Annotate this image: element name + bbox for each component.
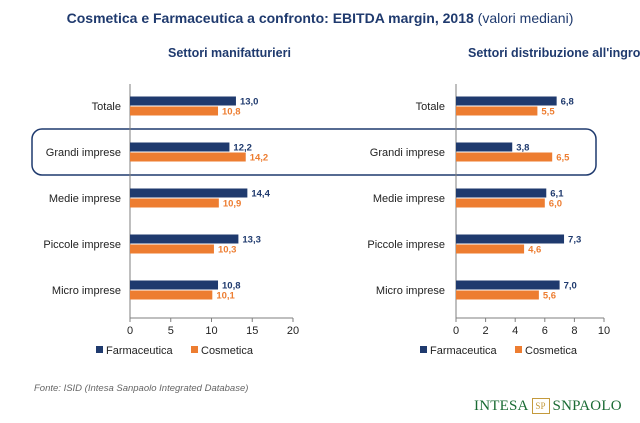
x-tick-label-1-1: 2: [483, 325, 489, 337]
category-label-0-1: Grandi imprese: [46, 147, 121, 159]
intesa-sanpaolo-logo: INTESA SP SNPAOLO: [474, 398, 622, 415]
bar-farmaceutica-1-3: [456, 234, 565, 244]
data-label-farmaceutica-0-4: 10,8: [222, 281, 241, 292]
bar-cosmetica-1-4: [456, 290, 539, 300]
data-label-cosmetica-1-0: 5,5: [541, 107, 555, 118]
category-label-0-3: Piccole imprese: [43, 239, 121, 251]
data-label-cosmetica-1-1: 6,5: [556, 153, 570, 164]
data-label-farmaceutica-1-0: 6,8: [561, 97, 574, 108]
data-label-cosmetica-0-4: 10,1: [216, 291, 235, 302]
data-label-cosmetica-0-3: 10,3: [218, 245, 237, 256]
legend-swatch-farmaceutica-1: [420, 346, 427, 353]
title-subtitle: (valori mediani): [477, 10, 574, 26]
legend-swatch-farmaceutica-0: [96, 346, 103, 353]
x-tick-label-1-3: 6: [542, 325, 548, 337]
data-label-farmaceutica-0-0: 13,0: [240, 97, 259, 108]
x-tick-label-0-0: 0: [127, 325, 133, 337]
logo-text-right: SNPAOLO: [552, 398, 622, 414]
x-tick-label-1-4: 8: [571, 325, 577, 337]
data-label-farmaceutica-1-2: 6,1: [550, 189, 564, 200]
data-label-cosmetica-1-3: 4,6: [528, 245, 541, 256]
bar-cosmetica-0-2: [130, 198, 219, 208]
legend-label-farmaceutica-0: Farmaceutica: [106, 345, 174, 357]
legend-label-cosmetica-1: Cosmetica: [525, 345, 578, 357]
data-label-cosmetica-0-0: 10,8: [222, 107, 241, 118]
bar-cosmetica-0-4: [130, 290, 213, 300]
source-note: Fonte: ISID (Intesa Sanpaolo Integrated …: [34, 383, 249, 394]
bar-farmaceutica-1-4: [456, 280, 560, 290]
data-label-cosmetica-1-4: 5,6: [543, 291, 556, 302]
panel-title-0: Settori manifatturieri: [168, 46, 291, 60]
x-tick-label-0-1: 5: [168, 325, 174, 337]
x-tick-label-0-4: 20: [287, 325, 299, 337]
data-label-farmaceutica-0-3: 13,3: [242, 235, 261, 246]
bar-cosmetica-0-0: [130, 106, 219, 116]
bar-farmaceutica-0-0: [130, 96, 236, 106]
legend-swatch-cosmetica-1: [515, 346, 522, 353]
panel-title-1: Settori distribuzione all'ingrosso: [468, 46, 640, 60]
x-tick-label-1-5: 10: [598, 325, 610, 337]
bar-cosmetica-0-3: [130, 244, 214, 254]
data-label-farmaceutica-1-1: 3,8: [516, 143, 529, 154]
highlight-box-grandi-imprese: [31, 128, 597, 176]
category-label-1-0: Totale: [416, 101, 445, 113]
category-label-1-3: Piccole imprese: [367, 239, 445, 251]
title-main: Cosmetica e Farmaceutica a confronto: EB…: [66, 10, 474, 26]
bar-cosmetica-1-1: [456, 152, 553, 162]
bar-cosmetica-0-1: [130, 152, 246, 162]
category-label-1-4: Micro imprese: [376, 285, 445, 297]
bar-cosmetica-1-0: [456, 106, 538, 116]
bar-farmaceutica-0-2: [130, 188, 248, 198]
bar-farmaceutica-1-1: [456, 142, 513, 152]
legend-swatch-cosmetica-0: [191, 346, 198, 353]
data-label-cosmetica-0-2: 10,9: [223, 199, 242, 210]
data-label-cosmetica-0-1: 14,2: [250, 153, 268, 164]
logo-mark-icon: SP: [531, 398, 550, 414]
category-label-0-0: Totale: [92, 101, 121, 113]
logo-text-left: INTESA: [474, 398, 529, 414]
x-tick-label-1-0: 0: [453, 325, 459, 337]
category-label-0-2: Medie imprese: [49, 193, 121, 205]
category-label-1-2: Medie imprese: [373, 193, 445, 205]
x-tick-label-0-3: 15: [246, 325, 258, 337]
bar-farmaceutica-0-4: [130, 280, 219, 290]
bar-cosmetica-1-2: [456, 198, 545, 208]
bar-cosmetica-1-3: [456, 244, 525, 254]
bar-farmaceutica-0-1: [130, 142, 230, 152]
chart-title: Cosmetica e Farmaceutica a confronto: EB…: [0, 10, 640, 26]
data-label-farmaceutica-1-4: 7,0: [564, 281, 577, 292]
legend-label-cosmetica-0: Cosmetica: [201, 345, 254, 357]
bar-farmaceutica-1-2: [456, 188, 547, 198]
bar-farmaceutica-0-3: [130, 234, 239, 244]
data-label-farmaceutica-1-3: 7,3: [568, 235, 581, 246]
category-label-0-4: Micro imprese: [52, 285, 121, 297]
x-tick-label-1-2: 4: [512, 325, 518, 337]
data-label-cosmetica-1-2: 6,0: [549, 199, 562, 210]
bar-farmaceutica-1-0: [456, 96, 557, 106]
category-label-1-1: Grandi imprese: [370, 147, 445, 159]
data-label-farmaceutica-0-1: 12,2: [233, 143, 252, 154]
x-tick-label-0-2: 10: [205, 325, 217, 337]
data-label-farmaceutica-0-2: 14,4: [251, 189, 270, 200]
legend-label-farmaceutica-1: Farmaceutica: [430, 345, 498, 357]
